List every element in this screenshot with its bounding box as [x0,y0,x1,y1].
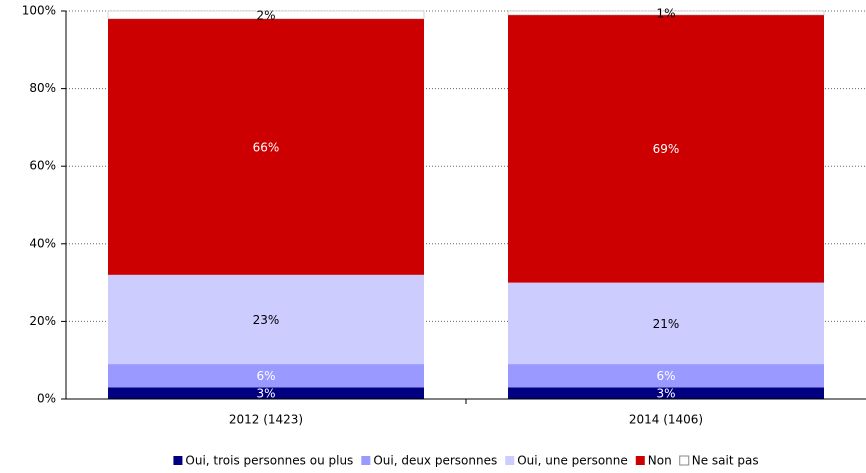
data-label: 23% [253,313,280,327]
data-label: 1% [656,6,675,20]
legend-label: Oui, deux personnes [373,454,497,468]
bar-segment [108,364,424,388]
bar-segment [108,18,424,275]
data-label: 3% [656,387,675,401]
data-label: 3% [256,387,275,401]
x-tick-label: 2014 (1406) [629,413,703,427]
y-tick-label: 60% [29,159,56,173]
data-label: 6% [656,369,675,383]
legend-label: Non [648,454,672,468]
bar-segment [508,364,824,388]
bar-segment [108,274,424,365]
bar-segment [508,387,824,399]
legend-label: Oui, trois personnes ou plus [185,454,353,468]
legend: Oui, trois personnes ou plus Oui, deux pe… [173,454,759,468]
bar-segment [508,14,824,283]
bar-segment [508,282,824,365]
legend-label: Ne sait pas [692,454,759,468]
legend-swatch [679,455,690,466]
bar-segment [507,10,825,16]
y-tick-label: 40% [29,236,56,250]
bar-segment [107,10,425,20]
y-tick-label: 100% [22,4,56,18]
legend-swatch [635,456,645,465]
legend-swatch [361,456,371,465]
data-label: 66% [253,140,280,154]
legend-swatch [505,456,515,465]
data-label: 21% [653,317,680,331]
data-label: 2% [256,8,275,22]
data-label: 6% [256,369,275,383]
x-tick-label: 2012 (1423) [229,413,303,427]
data-label: 69% [653,142,680,156]
legend-label: Oui, une personne [517,454,628,468]
y-tick-label: 80% [29,81,56,95]
y-tick-label: 0% [37,392,56,406]
bar-segment [108,387,424,399]
legend-swatch [173,456,183,465]
y-tick-label: 20% [29,314,56,328]
